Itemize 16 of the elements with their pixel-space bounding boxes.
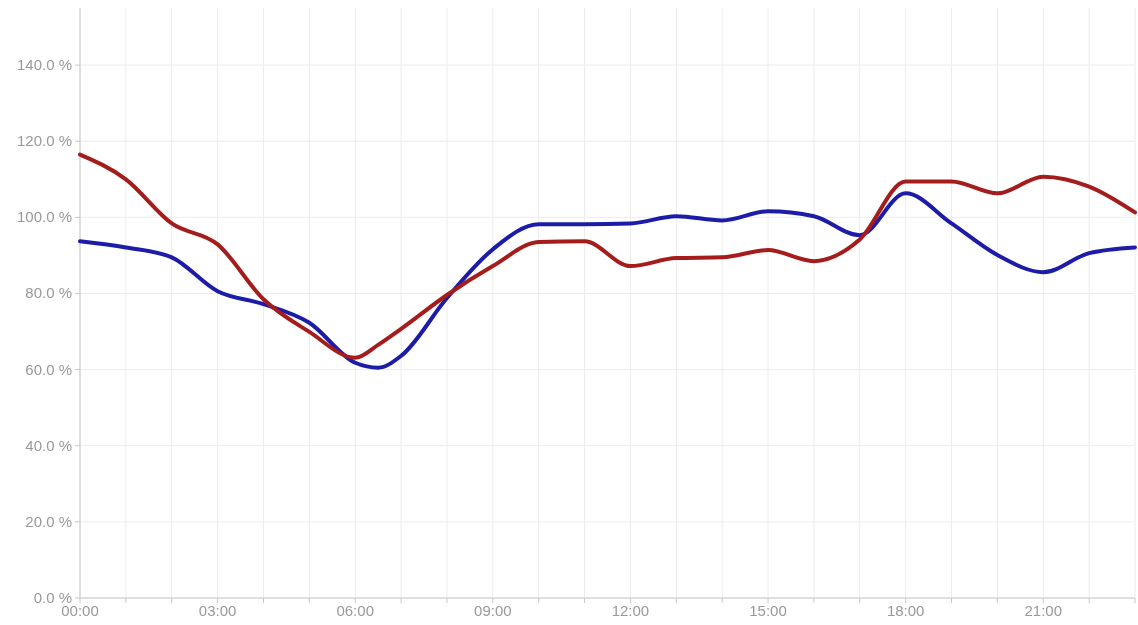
x-tick-label: 12:00: [611, 602, 650, 619]
x-tick-label: 03:00: [198, 602, 237, 619]
y-tick-label: 140.0 %: [16, 56, 72, 74]
x-tick-label: 09:00: [474, 602, 512, 619]
y-tick-label: 100.0 %: [16, 208, 72, 226]
x-tick-label: 18:00: [886, 602, 925, 619]
y-tick-label: 40.0 %: [25, 436, 72, 454]
y-tick-label: 120.0 %: [16, 132, 72, 150]
y-tick-label: 60.0 %: [25, 360, 72, 378]
line-series: [78, 191, 1137, 370]
y-tick-label: 20.0 %: [25, 512, 72, 530]
x-tick-label: 15:00: [749, 602, 787, 619]
x-tick-label: 06:00: [336, 602, 374, 619]
x-tick-label: 21:00: [1024, 602, 1063, 619]
line-series: [78, 152, 1137, 360]
y-tick-label: 80.0 %: [25, 284, 72, 302]
